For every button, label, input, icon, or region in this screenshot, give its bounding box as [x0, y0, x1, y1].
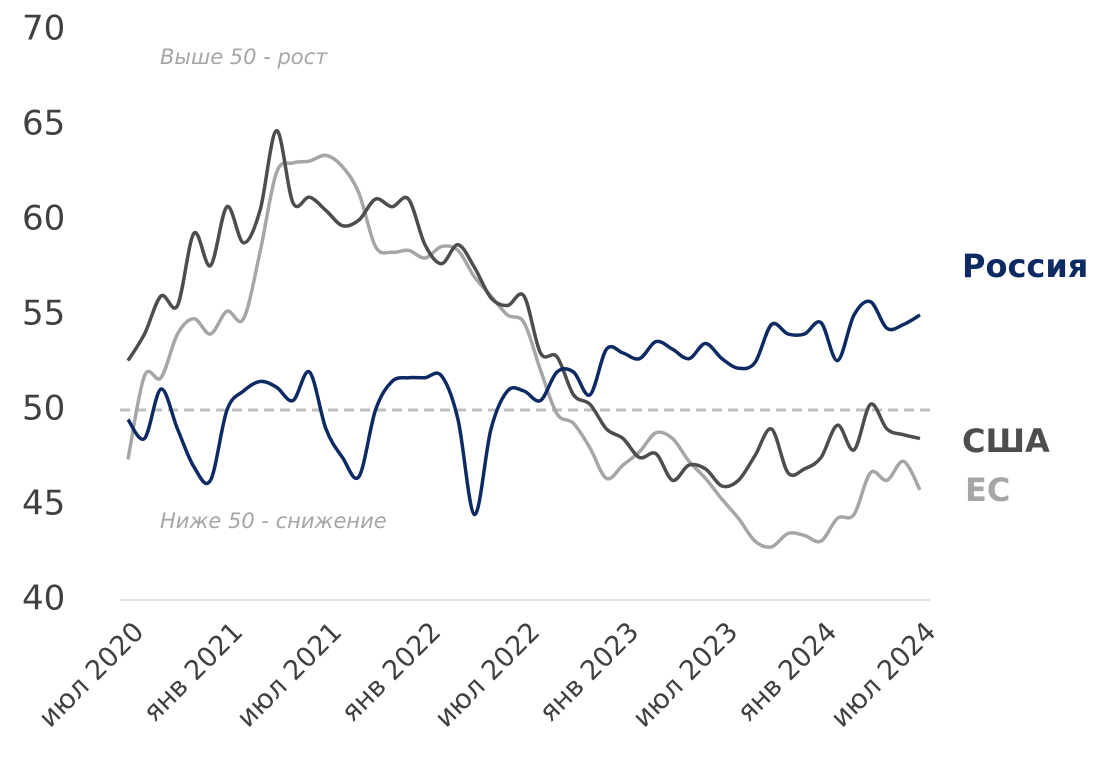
line	[126, 299, 921, 517]
y-tick-label: 65	[22, 104, 65, 144]
x-tick-label: июл 2020	[33, 616, 150, 733]
x-tick-label: июл 2022	[429, 616, 546, 733]
x-tick-label: июл 2021	[231, 616, 348, 733]
x-tick-label: июл 2023	[627, 616, 744, 733]
y-tick-label: 40	[22, 579, 65, 619]
y-tick-label: 55	[22, 294, 65, 334]
y-tick-label: 45	[22, 484, 65, 524]
y-tick-label: 50	[22, 389, 65, 429]
x-tick-label: июл 2024	[825, 616, 942, 733]
series-label: ЕС	[965, 471, 1010, 509]
y-tick-label: 70	[22, 9, 65, 49]
annotation: Выше 50 - рост	[160, 45, 328, 69]
series-label: США	[962, 422, 1050, 460]
series-label: Россия	[962, 247, 1088, 285]
line	[126, 153, 922, 549]
line	[126, 128, 921, 489]
y-tick-label: 60	[22, 199, 65, 239]
annotation: Ниже 50 - снижение	[160, 509, 387, 533]
